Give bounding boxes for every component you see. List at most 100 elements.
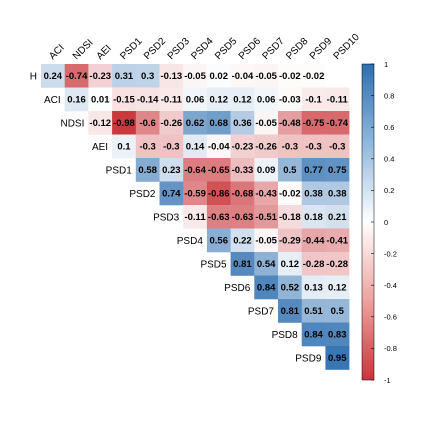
heatmap-cell [230, 64, 255, 88]
colorbar-tick-label: -0.4 [384, 281, 397, 290]
cell-value-label: -0.05 [255, 71, 277, 82]
cell-value-label: -0.41 [326, 236, 348, 247]
heatmap-cell [301, 87, 326, 112]
cell-value-label: -0.11 [327, 95, 349, 106]
cell-value-label: -0.18 [279, 212, 301, 223]
column-labels: ACI NDSI AEI PSD1PSD2PSD3PSD4PSD5PSD6PSD7PS… [47, 32, 362, 62]
heatmap-cell [159, 87, 184, 112]
cell-value-label: -0.05 [255, 236, 277, 247]
heatmap-cell [278, 64, 302, 88]
cell-value-label: 0.3 [141, 71, 154, 82]
column-label: PSD6 [237, 36, 264, 63]
cell-value-label: 0.5 [331, 306, 345, 317]
heatmap-cell [301, 158, 326, 182]
cell-value-label: 0.31 [115, 71, 134, 82]
heatmap-cell [301, 111, 326, 135]
column-label: AEI [95, 43, 114, 62]
heatmap-cell [183, 181, 208, 206]
cell-value-label: 0.12 [281, 259, 300, 270]
cell-value-label: -0.28 [303, 259, 325, 270]
heatmap-cell [301, 252, 326, 276]
colorbar-tick-label: 0 [384, 218, 388, 227]
heatmap-cell [301, 181, 326, 206]
cell-value-label: -0.23 [232, 142, 254, 153]
cell-value-label: 0.12 [233, 95, 252, 106]
cell-value-label: 0.18 [304, 212, 323, 223]
heatmap-cell [183, 111, 208, 135]
row-label: AEI [92, 142, 108, 153]
heatmap-cell [112, 87, 137, 112]
heatmap-cell [325, 158, 350, 182]
cell-value-label: -0.11 [184, 212, 206, 223]
cell-value-label: -0.63 [232, 212, 254, 223]
heatmap-cell [325, 87, 350, 112]
cell-value-label: 0.77 [304, 165, 323, 176]
cell-value-label: -0.51 [255, 212, 277, 223]
heatmap-cell [230, 181, 255, 206]
cell-value-label: 0.21 [328, 212, 347, 223]
heatmap-cell [325, 299, 350, 323]
heatmap-cell [254, 181, 279, 206]
heatmap-cell [88, 64, 113, 88]
colorbar-tick-label: 1 [384, 60, 388, 69]
row-label: PSD1 [106, 165, 133, 176]
heatmap-cell [230, 228, 255, 253]
row-label: PSD7 [248, 306, 275, 317]
cell-value-label: -0.3 [139, 142, 155, 153]
colorbar-tick-label: 0.6 [384, 123, 394, 132]
heatmap-cell [206, 205, 231, 229]
cell-value-label: -0.44 [303, 236, 325, 247]
heatmap-cell [325, 111, 350, 135]
cell-value-label: -0.26 [255, 142, 277, 153]
cell-value-label: -0.1 [305, 95, 322, 106]
row-label: PSD8 [272, 330, 299, 341]
heatmap-cell [159, 134, 184, 159]
heatmap-cell [278, 205, 302, 229]
cell-value-label: 0.13 [304, 283, 323, 294]
cell-value-label: 0.74 [162, 189, 181, 200]
column-label: PSD3 [166, 36, 193, 63]
column-label: PSD7 [260, 36, 287, 63]
cell-value-label: 0.36 [233, 118, 252, 129]
heatmap-cell [183, 134, 208, 159]
cell-value-label: -0.43 [255, 189, 277, 200]
cell-value-label: 0.83 [328, 330, 347, 341]
colorbar-tick-label: -1 [384, 376, 391, 385]
cell-value-label: 0.5 [283, 165, 297, 176]
column-label: PSD4 [189, 36, 216, 63]
heatmap-cell [230, 87, 255, 112]
heatmap-cell [325, 134, 350, 159]
row-label: PSD2 [129, 189, 156, 200]
heatmap-cell [183, 87, 208, 112]
cell-value-label: 0.09 [257, 165, 276, 176]
heatmap-cell [135, 64, 160, 88]
heatmap-cell [254, 158, 279, 182]
heatmap-cell [230, 111, 255, 135]
column-label: ACI [47, 43, 67, 63]
heatmap-cell [301, 205, 326, 229]
heatmap-cell [278, 228, 302, 253]
heatmap-cell [230, 134, 255, 159]
cell-value-label: -0.05 [184, 71, 206, 82]
heatmap-cell [278, 111, 302, 135]
cell-value-label: -0.63 [208, 212, 230, 223]
heatmap-cell [230, 205, 255, 229]
colorbar-tick-label: -0.6 [384, 313, 397, 322]
heatmap-cell [230, 158, 255, 182]
cell-value-label: -0.98 [113, 118, 135, 129]
cell-value-label: 0.84 [257, 283, 276, 294]
heatmap-cell [206, 158, 231, 182]
heatmap-cell [278, 134, 302, 159]
cell-value-label: -0.3 [282, 142, 298, 153]
cell-value-label: 0.56 [210, 236, 229, 247]
heatmap-cell [325, 205, 350, 229]
cell-value-label: -0.02 [303, 71, 325, 82]
colorbar-tick-label: 0.2 [384, 186, 394, 195]
cell-value-label: 0.1 [117, 142, 131, 153]
cell-value-label: 0.06 [186, 95, 205, 106]
cell-value-label: -0.68 [232, 189, 254, 200]
heatmap-cell [325, 275, 350, 300]
cell-value-label: 0.22 [233, 236, 252, 247]
row-label: H [30, 71, 37, 82]
cell-value-label: -0.3 [305, 142, 321, 153]
